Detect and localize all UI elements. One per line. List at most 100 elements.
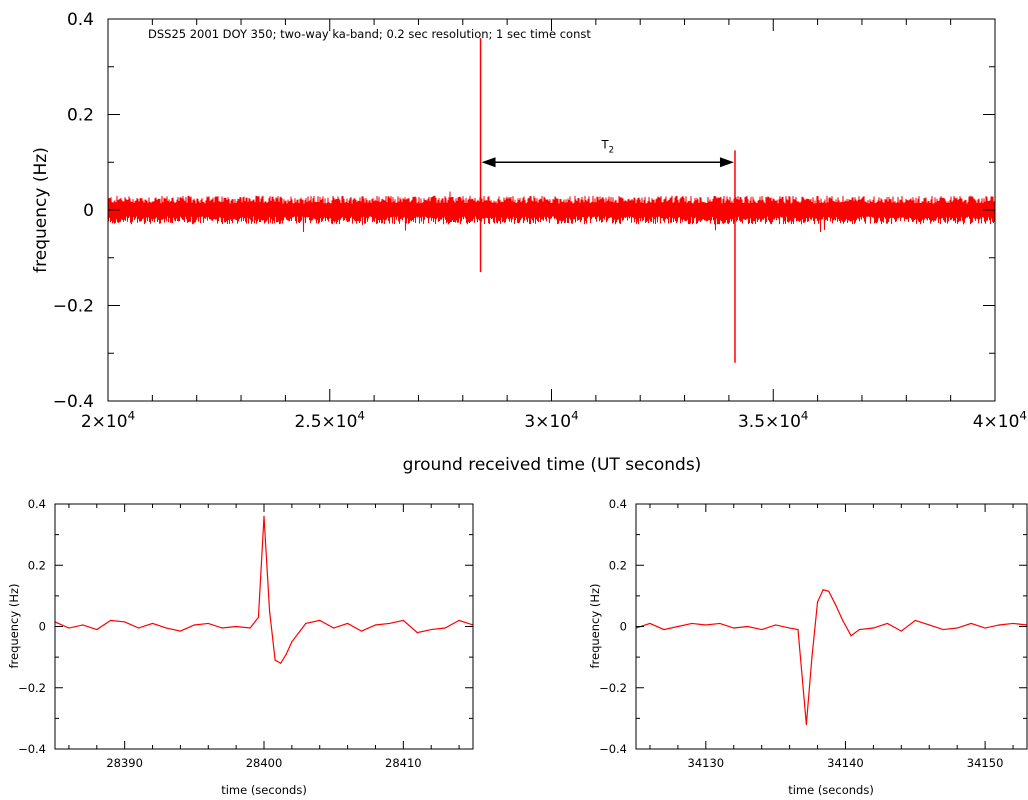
- zoom1-data-point: [268, 610, 271, 612]
- x-tick-label: 34130: [688, 756, 725, 770]
- zoom1-data-point: [68, 627, 70, 629]
- zoom2-data-point: [998, 624, 1000, 626]
- zoom1-data-point: [96, 628, 98, 631]
- zoom2-data-point: [822, 589, 824, 591]
- zoom2-data-point: [775, 624, 777, 626]
- interval-label-main: T: [601, 137, 610, 151]
- y-tick-label: −0.2: [18, 681, 46, 695]
- zoom1-data-point: [221, 627, 223, 629]
- zoom1-data-point: [207, 622, 209, 625]
- x-tick-label: 34140: [827, 756, 864, 770]
- zoom2-data-point: [828, 590, 830, 592]
- zoom2-data-point: [797, 628, 799, 631]
- zoom2-data-point: [842, 619, 844, 621]
- zoom1-data-point: [138, 627, 140, 629]
- zoom2-data-point: [761, 628, 763, 631]
- zoom2-plot-frame: [635, 503, 1028, 750]
- zoom1-data-point: [347, 622, 349, 625]
- y-tick-label: 0.2: [67, 105, 94, 125]
- y-tick-label: 0.2: [609, 558, 627, 572]
- zoom2-axes: 0.4 0.2 0 −0.2 −0.4 34130 34140 34150: [599, 497, 1027, 770]
- zoom1-data-point: [333, 627, 335, 629]
- zoom2-data-point: [747, 625, 749, 628]
- main-axes: 0.40.20−0.2−0.42×104 2.5×104 3×104 3.5×104 4…: [53, 10, 1027, 432]
- zoom2-data-point: [816, 601, 819, 603]
- zoom1-data-point: [285, 653, 287, 655]
- y-tick-label: 0.4: [28, 497, 46, 511]
- y-tick-label: 0: [39, 620, 46, 634]
- x-tick-label: 2.5×104: [294, 408, 365, 432]
- x-tick-times: ×10: [535, 412, 571, 432]
- y-tick-label: 0: [620, 620, 627, 634]
- x-tick-times: ×10: [765, 412, 801, 432]
- zoom1-chart: 0.4 0.2 0 −0.2 −0.4 28390 28400 28410 time (sec…: [7, 497, 474, 797]
- zoom2-data-point: [705, 624, 707, 626]
- zoom1-data-point: [388, 622, 390, 625]
- zoom1-data-point: [416, 632, 418, 634]
- x-tick-label: 2×104: [81, 408, 135, 432]
- zoom1-data-point: [151, 622, 154, 625]
- y-tick-label: 0.2: [28, 558, 46, 572]
- zoom1-data-point: [360, 630, 363, 632]
- interval-label-sub: 2: [609, 145, 614, 155]
- zoom2-data-point: [719, 622, 721, 625]
- zoom2-data-point: [858, 628, 861, 631]
- zoom1-y-axis-label: frequency (Hz): [7, 584, 21, 669]
- main-annotation: DSS25 2001 DOY 350; two-way ka-band; 0.2…: [148, 27, 591, 41]
- x-tick-exponent: 4: [1019, 408, 1027, 422]
- zoom2-data-point: [811, 656, 813, 658]
- x-tick-label: 4×104: [973, 408, 1027, 432]
- x-tick-label: 3.5×104: [738, 408, 809, 432]
- interval-label: T2: [601, 137, 614, 155]
- zoom1-data-point: [263, 515, 265, 517]
- x-tick-mantissa: 3: [524, 412, 535, 432]
- main-chart: T2 0.40.20−0.2−0.42×104 2.5×104 3×104 3.5×1…: [31, 10, 1027, 475]
- interval-arrow-head-left: [481, 157, 496, 168]
- zoom2-data-point: [914, 619, 916, 621]
- y-tick-label: −0.4: [53, 392, 94, 412]
- x-tick-label: 3×104: [524, 408, 578, 432]
- zoom1-data-point: [444, 627, 446, 629]
- zoom2-data-point: [900, 630, 902, 632]
- zoom1-data-point: [124, 621, 126, 623]
- x-tick-mantissa: 3.5: [738, 412, 765, 432]
- x-tick-label: 28410: [385, 756, 422, 770]
- zoom1-data-point: [82, 624, 84, 626]
- zoom1-data-point: [298, 632, 300, 634]
- interval-arrow: T2: [481, 137, 734, 168]
- zoom2-data-point: [850, 635, 852, 637]
- x-tick-exponent: 4: [128, 408, 136, 422]
- zoom2-data-point: [835, 604, 837, 606]
- zoom1-data-point: [235, 625, 237, 628]
- x-tick-exponent: 4: [571, 408, 579, 422]
- zoom2-data-point: [956, 627, 958, 629]
- x-tick-times: ×10: [984, 412, 1020, 432]
- zoom1-data-point: [165, 627, 168, 629]
- zoom2-data-point: [984, 627, 986, 629]
- x-tick-label: 28390: [106, 756, 143, 770]
- x-tick-times: ×10: [322, 412, 358, 432]
- x-tick-label: 28400: [246, 756, 283, 770]
- zoom1-data-point: [257, 616, 260, 618]
- x-tick-mantissa: 2: [81, 412, 92, 432]
- zoom2-data-point: [805, 723, 807, 726]
- main-noise-series: [107, 191, 996, 233]
- x-tick-mantissa: 2.5: [294, 412, 321, 432]
- zoom2-x-axis-label: time (seconds): [788, 783, 874, 797]
- zoom2-data-point: [942, 628, 944, 631]
- y-tick-label: −0.2: [599, 681, 627, 695]
- zoom2-data-point: [1012, 622, 1014, 625]
- zoom1-data-point: [193, 624, 195, 626]
- x-tick-mantissa: 4: [973, 412, 984, 432]
- zoom2-data-point: [663, 628, 665, 631]
- zoom2-data-point: [789, 627, 791, 629]
- zoom1-data-point: [430, 628, 432, 631]
- main-y-axis-label: frequency (Hz): [31, 147, 51, 273]
- zoom1-data-point: [458, 619, 460, 621]
- zoom2-data-point: [649, 622, 651, 625]
- y-tick-label: 0.4: [609, 497, 627, 511]
- x-tick-exponent: 4: [357, 408, 365, 422]
- zoom1-data-point: [110, 619, 112, 621]
- main-plot-area: T2: [107, 38, 996, 363]
